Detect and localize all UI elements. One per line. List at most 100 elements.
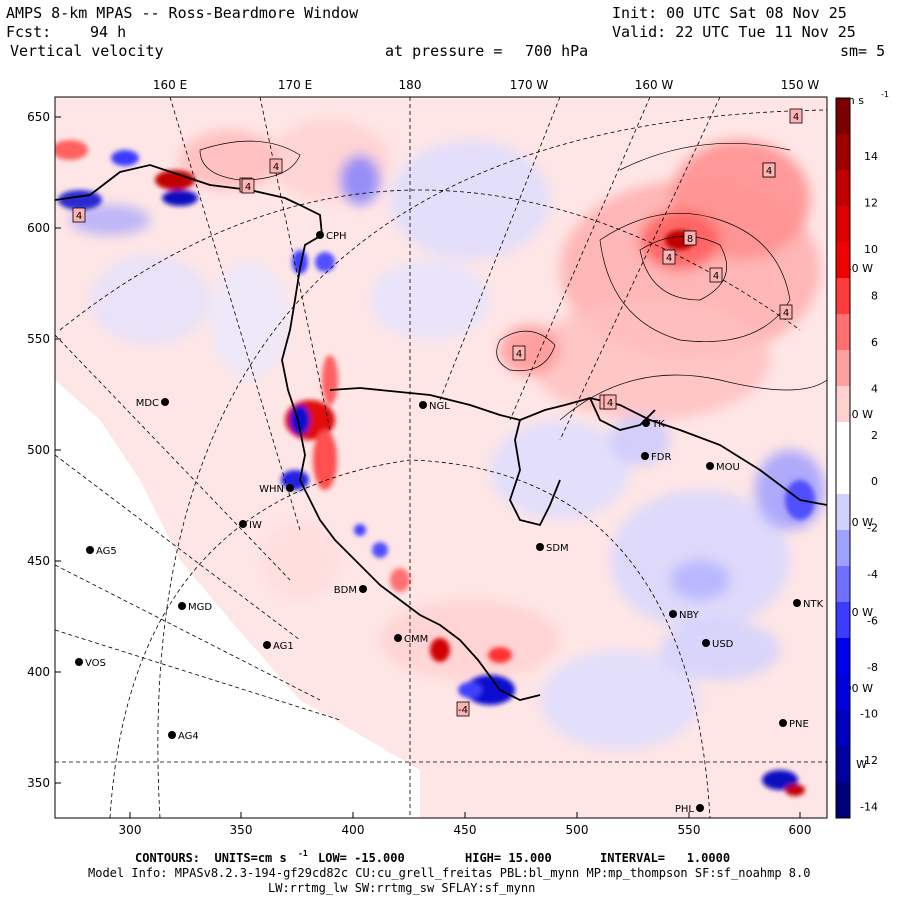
colorbar-label: 6: [871, 336, 878, 349]
contour-label-box: [603, 394, 617, 410]
colorbar-segment: [836, 494, 850, 531]
station-marker: [696, 804, 704, 812]
colorbar-segment: [836, 710, 850, 747]
contour-label: 4: [793, 112, 799, 123]
station-label: VOS: [85, 658, 106, 669]
colorbar-label: -6: [867, 615, 878, 628]
map-plot-area: [55, 97, 827, 818]
station-label: NBY: [679, 610, 700, 621]
station-marker: [263, 641, 271, 649]
station-marker: [178, 602, 186, 610]
station-label: PNE: [789, 719, 809, 730]
contour-label-box: [72, 207, 86, 223]
contours-info: CONTOURS: UNITS=cm s: [135, 851, 287, 865]
station-label: USD: [712, 639, 734, 650]
coastline: [55, 164, 827, 701]
contour-label: 4: [76, 211, 82, 222]
station-label: FDR: [651, 452, 671, 463]
contour-label: 4: [666, 253, 672, 264]
colorbar-label: -4: [867, 568, 878, 581]
plot-frame: [54, 96, 828, 819]
colorbar-segment: [836, 350, 850, 387]
colorbar-label: 12: [864, 197, 878, 210]
station-label: NTK: [803, 599, 824, 610]
contour-low: LOW= -15.000: [318, 851, 405, 865]
colorbar-segment: [836, 278, 850, 315]
contour-label: 4: [766, 166, 772, 177]
contour-label-box: [241, 178, 255, 194]
colorbar-segment: [836, 386, 850, 423]
station-label: AG5: [96, 546, 117, 557]
contour-label-box: [789, 108, 803, 124]
colorbar-segment: [836, 314, 850, 351]
colorbar-label: 14: [864, 150, 878, 163]
valid-time: Valid: 22 UTC Tue 11 Nov 25: [612, 23, 856, 41]
station-marker: [669, 610, 677, 618]
contour-label: 4: [713, 271, 719, 282]
contour-label-box: [269, 158, 283, 174]
station-label: NGL: [429, 401, 450, 412]
station-label: IW: [249, 520, 262, 531]
contour-lines: [199, 140, 827, 421]
colorbar-segment: [836, 458, 850, 495]
colorbar-segment: [836, 602, 850, 639]
station-label: WHN: [259, 484, 284, 495]
colorbar-segment: [836, 638, 850, 675]
contour-label-box: [762, 162, 776, 178]
station-label: MOU: [716, 462, 740, 473]
colorbar-label: -14: [860, 800, 878, 813]
station-label: PHL: [675, 804, 695, 815]
station-marker: [286, 484, 294, 492]
colorbar-segment: [836, 206, 850, 243]
contour-label: -4: [458, 705, 468, 716]
contour-label: 4: [273, 162, 279, 173]
station-marker: [86, 546, 94, 554]
smoothing-label: sm= 5: [840, 42, 886, 60]
colorbar-label: -8: [867, 661, 878, 674]
station-label: MGD: [188, 602, 212, 613]
colorbar-label: -10: [860, 707, 878, 720]
station-label: CMM: [404, 634, 428, 645]
model-info-line2: LW:rrtmg_lw SW:rrtmg_sw SFLAY:sf_mynn: [268, 881, 536, 895]
colorbar-segment: [836, 566, 850, 603]
colorbar-segment: [836, 422, 850, 459]
colorbar-segment: [836, 170, 850, 207]
station-marker: [779, 719, 787, 727]
pressure-value: 700 hPa: [525, 42, 589, 60]
forecast-hour: 94 h: [90, 23, 127, 41]
contour-label: 4: [516, 349, 522, 360]
map-title: AMPS 8-km MPAS -- Ross-Beardmore Window: [6, 4, 359, 22]
contours-units-exponent: -1: [298, 849, 308, 858]
station-marker: [642, 419, 650, 427]
colorbar-label: 4: [871, 382, 878, 395]
station-marker: [641, 452, 649, 460]
station-label: TK: [651, 419, 665, 430]
colorbar-segment: [836, 674, 850, 711]
model-info: Model Info: MPASv8.2.3-194-gf29cd82c CU:…: [88, 866, 811, 880]
contour-label-box: [512, 345, 526, 361]
station-label: BDM: [334, 585, 357, 596]
graticule: [55, 97, 827, 818]
velocity-field: [70, 120, 825, 750]
init-time: Init: 00 UTC Sat 08 Nov 25: [612, 4, 847, 22]
contour-label-box: [662, 249, 676, 265]
station-marker: [161, 398, 169, 406]
field-name: Vertical velocity: [10, 42, 164, 60]
station-marker: [359, 585, 367, 593]
colorbar-label: 2: [871, 429, 878, 442]
colorbar-segment: [836, 746, 850, 783]
colorbar-label: -2: [867, 522, 878, 535]
pressure-label: at pressure =: [385, 42, 503, 60]
station-label: AG1: [273, 641, 294, 652]
colorbar-segment: [836, 134, 850, 171]
station-label: AG4: [178, 731, 199, 742]
colorbar-frame: [835, 97, 851, 819]
colorbar-label: 0: [871, 475, 878, 488]
colorbar-segment: [836, 782, 850, 819]
station-marker: [168, 731, 176, 739]
station-marker: [75, 658, 83, 666]
station-marker: [239, 520, 247, 528]
